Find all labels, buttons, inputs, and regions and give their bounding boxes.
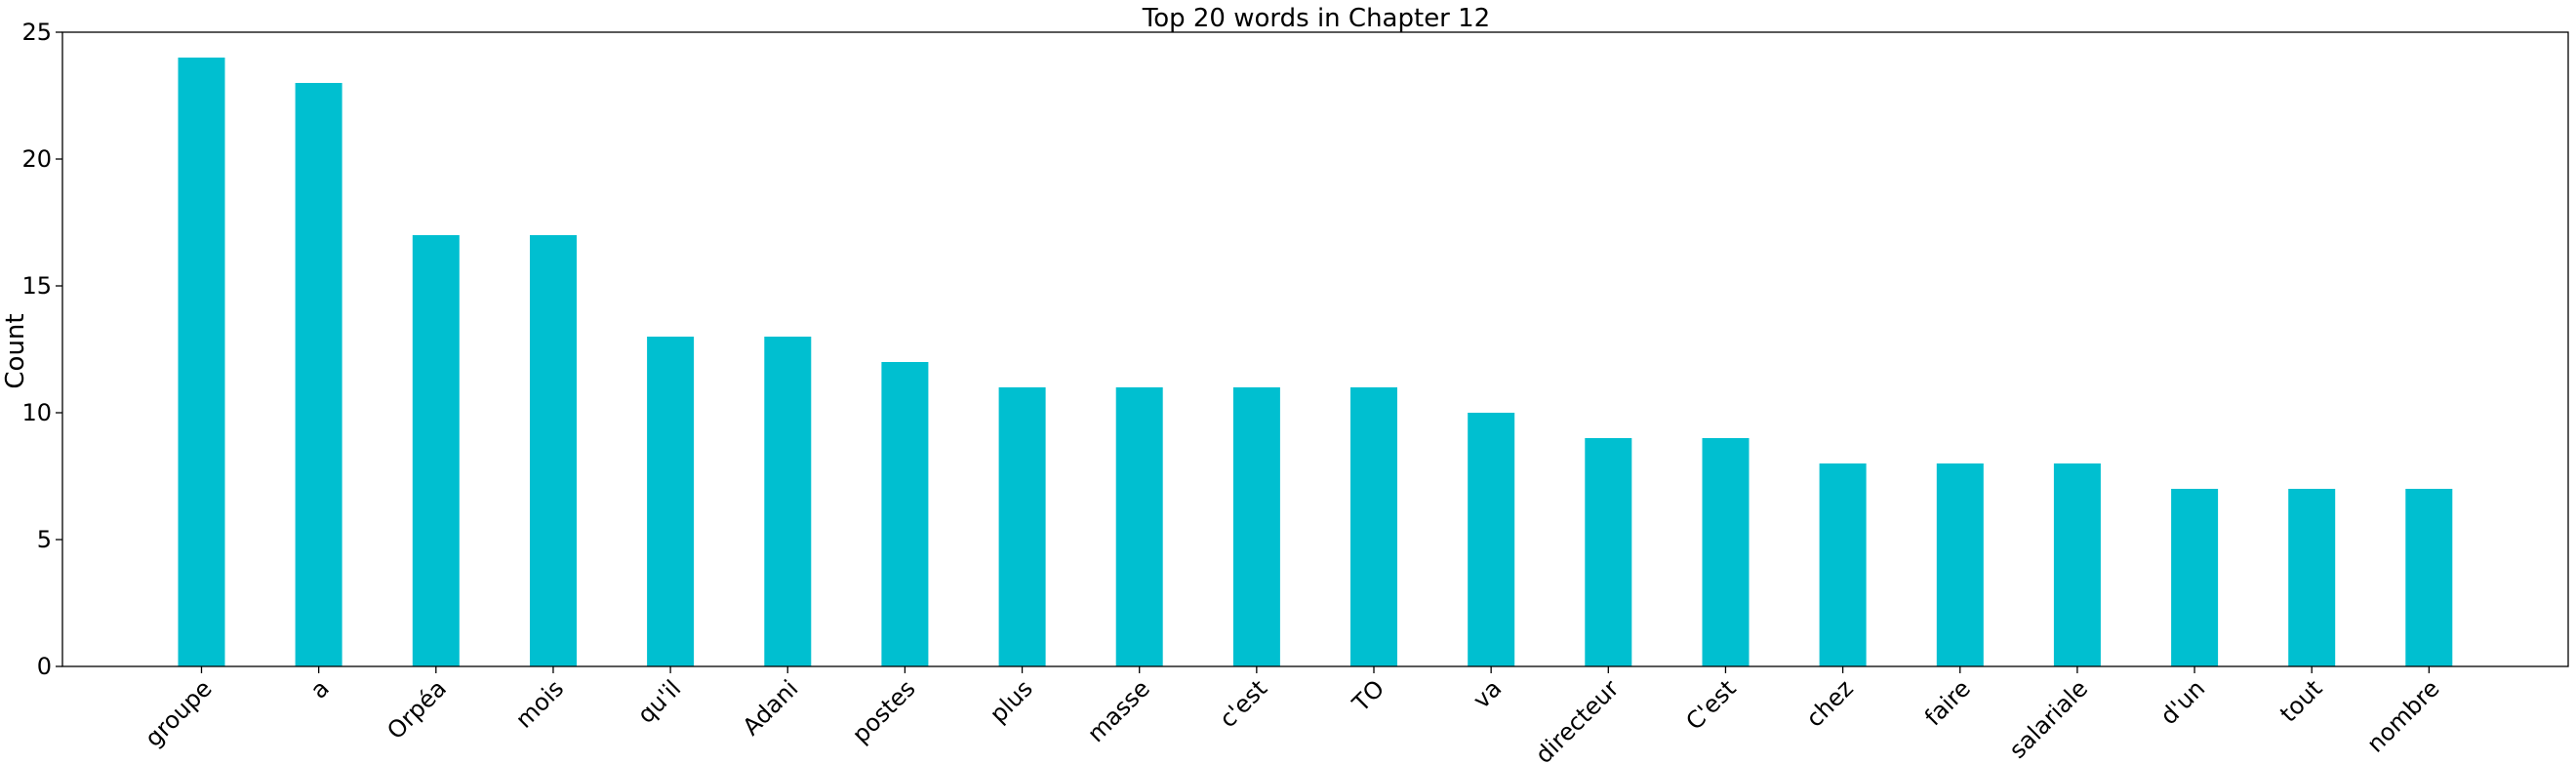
bars-group [178, 58, 2453, 666]
x-tick-label: tout [2274, 674, 2327, 727]
x-tick-label: directeur [1530, 674, 1625, 764]
bar-12 [1585, 438, 1632, 666]
bar-11 [1468, 413, 1515, 666]
y-tick-label: 0 [37, 653, 52, 680]
x-tick-label: Adani [738, 674, 804, 741]
bar-19 [2405, 489, 2453, 666]
x-tick-label: groupe [140, 674, 218, 752]
x-tick-label: postes [847, 674, 921, 748]
x-tick-label: nombre [2361, 674, 2444, 757]
y-tick-label: 25 [21, 19, 52, 46]
bar-8 [1115, 387, 1163, 666]
bar-1 [295, 83, 342, 666]
y-ticks-group: 0 5 10 15 20 25 [21, 19, 62, 680]
x-tick-label: c'est [1214, 674, 1272, 733]
bar-16 [2053, 463, 2101, 666]
x-tick-label: Orpéa [382, 674, 452, 744]
x-tick-label: TO [1347, 674, 1389, 717]
bar-4 [647, 337, 695, 666]
x-tick-label: chez [1801, 674, 1859, 732]
x-tick-label: mois [510, 674, 569, 733]
bar-9 [1232, 387, 1280, 666]
bar-17 [2171, 489, 2219, 666]
plot-area-frame [61, 31, 2569, 667]
x-tick-label: salariale [2004, 674, 2093, 763]
y-tick-label: 20 [21, 145, 52, 173]
y-tick-label: 5 [37, 526, 52, 553]
bar-18 [2288, 489, 2336, 666]
bar-14 [1819, 463, 1867, 666]
x-ticks-group: groupe a Orpéa mois qu'il Adani postes plus mass… [140, 666, 2445, 764]
bar-6 [881, 362, 929, 666]
x-tick-label: va [1468, 674, 1507, 713]
x-tick-label: masse [1082, 674, 1155, 747]
x-tick-label: a [305, 674, 335, 704]
y-tick-label: 15 [21, 272, 52, 300]
bar-10 [1350, 387, 1397, 666]
x-tick-label: C'est [1680, 674, 1741, 735]
y-axis-label: Count [1, 313, 30, 388]
bar-0 [178, 58, 225, 666]
bar-3 [530, 235, 577, 666]
bar-13 [1702, 438, 1750, 666]
bar-2 [412, 235, 460, 666]
x-tick-label: faire [1919, 674, 1976, 731]
bar-15 [1936, 463, 1984, 666]
x-tick-label: d'un [2155, 674, 2211, 730]
y-tick-label: 10 [21, 399, 52, 426]
bar-7 [998, 387, 1046, 666]
bar-5 [764, 337, 812, 666]
x-tick-label: qu'il [632, 674, 686, 728]
x-tick-label: plus [985, 674, 1038, 728]
chart-title: Top 20 words in Chapter 12 [1142, 4, 1490, 33]
